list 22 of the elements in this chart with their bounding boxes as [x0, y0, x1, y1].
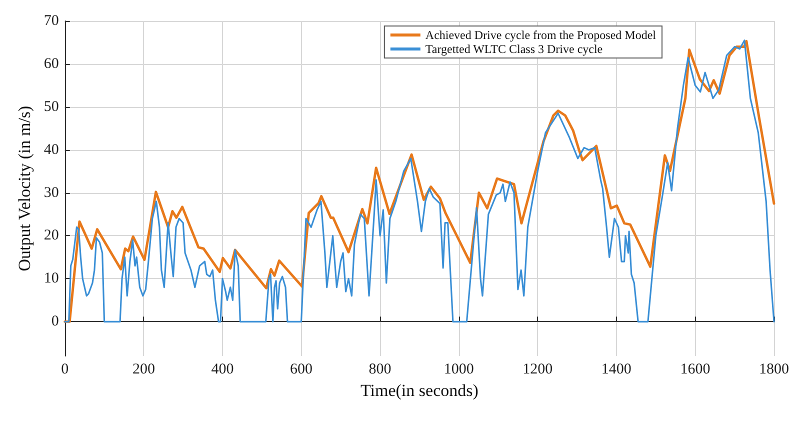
x-tick-label: 600 [290, 362, 313, 378]
y-tick-label: 40 [44, 142, 59, 158]
y-tick-label: 10 [44, 270, 59, 287]
y-tick-label: 60 [44, 56, 59, 72]
y-tick-label: 50 [44, 98, 59, 115]
x-tick-label: 400 [211, 362, 234, 378]
x-tick-label: 200 [132, 362, 155, 378]
x-tick-label: 800 [368, 362, 392, 378]
x-tick-label: 1200 [522, 362, 553, 378]
x-tick-label: 1600 [680, 362, 710, 378]
y-axis-title: Output Velocity (in m/s) [15, 106, 34, 272]
x-tick-label: 1000 [444, 362, 474, 378]
legend-label: Achieved Drive cycle from the Proposed Model [425, 28, 657, 42]
y-tick-label: 70 [44, 13, 59, 29]
y-tick-label: 0 [51, 314, 59, 330]
y-tick-label: 30 [44, 184, 59, 201]
x-tick-label: 0 [61, 362, 69, 378]
x-axis-title: Time(in seconds) [360, 380, 478, 400]
legend-label: Targetted WLTC Class 3 Drive cycle [425, 42, 603, 56]
x-tick-label: 1800 [759, 362, 789, 378]
x-tick-label: 1400 [601, 362, 632, 378]
y-tick-label: 20 [44, 228, 59, 244]
